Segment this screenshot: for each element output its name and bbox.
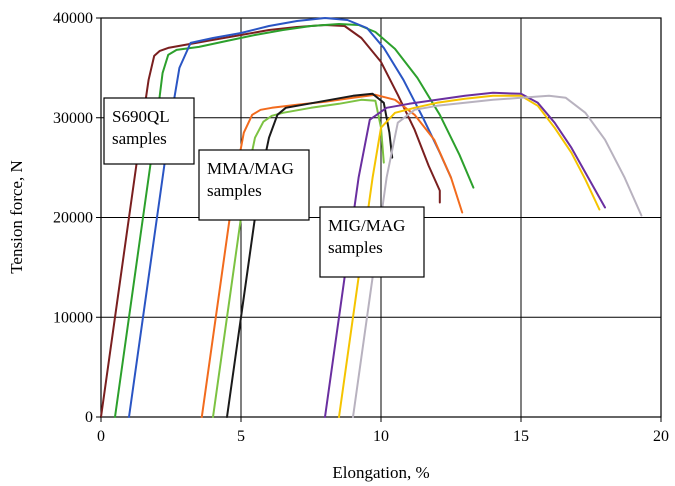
annotation-text: samples xyxy=(207,181,262,200)
annotation-box-3: MIG/MAG samples xyxy=(319,206,425,278)
y-tick-label: 0 xyxy=(85,409,93,426)
x-tick-label: 5 xyxy=(237,428,245,445)
annotation-layer: S690QL samples MMA/MAG samples MIG/MAG sample… xyxy=(103,97,425,278)
y-tick-label: 30000 xyxy=(53,110,93,127)
x-axis-label: Elongation, % xyxy=(332,463,429,482)
annotation-box-1: S690QL samples xyxy=(103,97,195,165)
series-line-4 xyxy=(200,93,464,418)
x-tick-label: 0 xyxy=(97,428,105,445)
y-axis-label: Tension force, N xyxy=(7,160,26,274)
y-tick-label: 40000 xyxy=(53,10,93,27)
series-line-6 xyxy=(226,92,394,418)
x-tick-label: 10 xyxy=(373,428,389,445)
y-tick-label: 10000 xyxy=(53,309,93,326)
annotation-text: samples xyxy=(112,129,167,148)
series-line-3 xyxy=(128,17,452,418)
x-tick-label: 15 xyxy=(513,428,529,445)
x-tick-label: 20 xyxy=(653,428,669,445)
annotation-box-2: MMA/MAG samples xyxy=(198,149,310,221)
series-line-5 xyxy=(212,98,385,418)
annotation-text: samples xyxy=(328,238,383,257)
y-tick-label: 20000 xyxy=(53,210,93,227)
annotation-text: MIG/MAG xyxy=(328,216,405,235)
series-line-2 xyxy=(114,23,475,418)
tick-layer: 0 5 10 15 20 0 10000 20000 30000 40000 xyxy=(53,10,669,445)
series-line-1 xyxy=(100,24,441,418)
annotation-text: MMA/MAG xyxy=(207,159,294,178)
annotation-text: S690QL xyxy=(112,107,170,126)
